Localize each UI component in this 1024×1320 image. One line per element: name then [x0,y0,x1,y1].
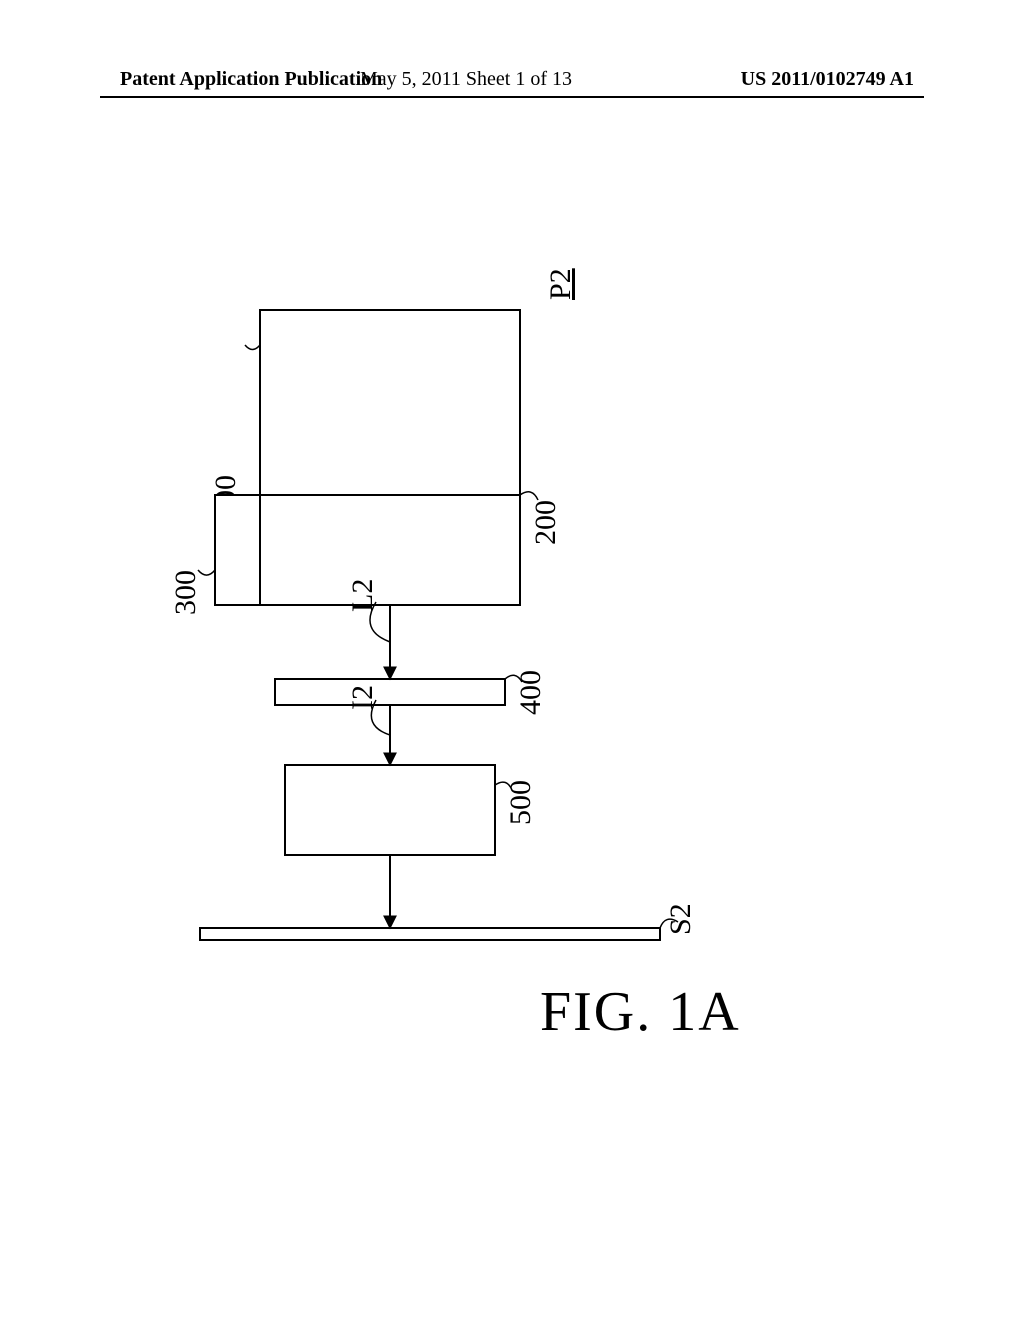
header-left: Patent Application Publication [120,68,382,91]
svg-text:200: 200 [529,500,562,545]
page: Patent Application Publication May 5, 20… [0,0,1024,1320]
header-mid: May 5, 2011 Sheet 1 of 13 [360,68,572,91]
svg-text:I2: I2 [346,685,379,710]
svg-text:300: 300 [169,570,202,615]
header-rule [100,96,924,98]
svg-text:500: 500 [504,780,537,825]
header-right: US 2011/0102749 A1 [741,68,914,91]
figure-diagram: 100300200400500S2L2I2P2 [100,200,924,1100]
figure-area: 100300200400500S2L2I2P2 FIG. 1A [100,200,924,1200]
figure-caption: FIG. 1A [540,980,741,1044]
svg-text:P2: P2 [544,268,577,300]
svg-text:400: 400 [514,670,547,715]
